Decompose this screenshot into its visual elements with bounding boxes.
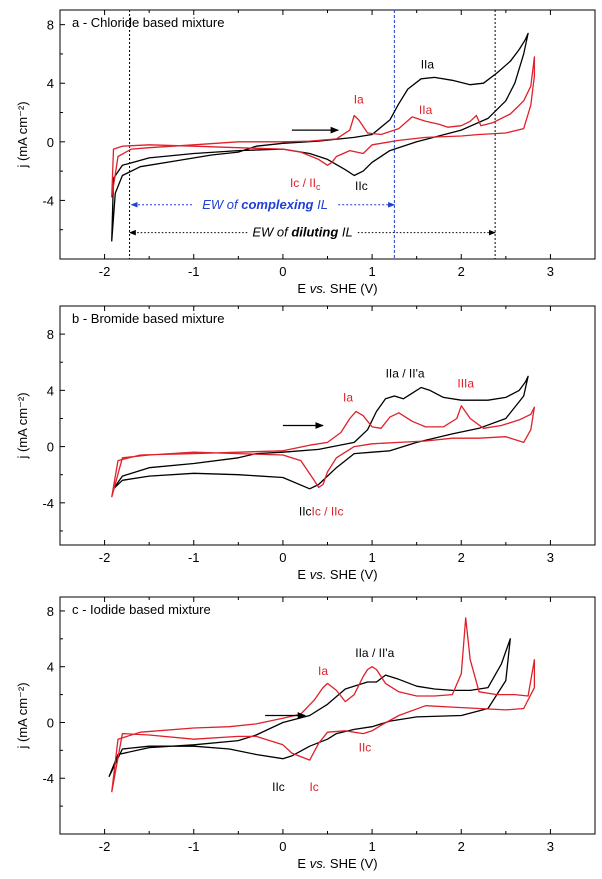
- x-tick-label: 1: [368, 264, 375, 279]
- panel-title: b - Bromide based mixture: [72, 311, 224, 326]
- y-tick-label: -4: [42, 193, 54, 208]
- x-tick-label: 2: [458, 550, 465, 565]
- peak-label: IIIa: [457, 377, 474, 391]
- peak-label: IIc: [355, 179, 368, 193]
- peak-label: Ia: [354, 93, 364, 107]
- y-tick-label: 8: [47, 604, 54, 619]
- cv-curve-red: [111, 617, 536, 793]
- y-tick-label: 0: [47, 715, 54, 730]
- chart-panel-1: -2 -1 0 1 2 3 -4 0 4 8 a - Chloride based mixture E…: [15, 9, 596, 296]
- chart-panel-3: -2 -1 0 1 2 3 -4 0 4 8 c - Iodide based mixture E v…: [15, 596, 596, 871]
- y-tick-label: 4: [47, 660, 54, 675]
- peak-label: IIa: [419, 103, 433, 117]
- cv-curve-red: [111, 405, 536, 498]
- peak-label: IIa: [421, 58, 435, 72]
- y-tick-label: -4: [42, 771, 54, 786]
- peak-label: Ic / IIc: [290, 176, 321, 192]
- plot-frame: [59, 9, 596, 260]
- y-axis-label: j (mA cm⁻²): [15, 682, 30, 749]
- y-tick-label: 0: [47, 440, 54, 455]
- x-tick-label: -1: [188, 264, 200, 279]
- panel-title: a - Chloride based mixture: [72, 15, 224, 30]
- x-tick-label: -1: [188, 839, 200, 854]
- peak-label: Ia: [318, 664, 328, 678]
- peak-label: Ic: [309, 780, 318, 794]
- x-axis-label: E vs. SHE (V): [297, 856, 377, 871]
- x-tick-label: 0: [279, 839, 286, 854]
- x-tick-label: -1: [188, 550, 200, 565]
- y-axis-label: j (mA cm⁻²): [15, 392, 30, 459]
- window-label: EW of complexing IL: [202, 197, 328, 212]
- peak-label: IIc: [272, 780, 285, 794]
- cv-curve-black: [108, 638, 511, 778]
- x-tick-label: -2: [99, 550, 111, 565]
- window-label: EW of diluting IL: [252, 225, 352, 240]
- y-tick-label: 4: [47, 76, 54, 91]
- x-tick-label: 3: [547, 550, 554, 565]
- peak-label: Ia: [343, 391, 353, 405]
- peak-label: IIc: [359, 741, 372, 755]
- x-axis-label: E vs. SHE (V): [297, 281, 377, 296]
- y-tick-label: 0: [47, 135, 54, 150]
- y-axis-label: j (mA cm⁻²): [15, 101, 30, 168]
- plot-frame: [59, 596, 596, 835]
- x-tick-label: 2: [458, 264, 465, 279]
- y-tick-label: 8: [47, 327, 54, 342]
- cv-curve-red: [111, 56, 536, 198]
- y-tick-label: 8: [47, 18, 54, 33]
- panel-title: c - Iodide based mixture: [72, 602, 211, 617]
- y-tick-label: -4: [42, 496, 54, 511]
- x-tick-label: 3: [547, 839, 554, 854]
- x-tick-label: 1: [368, 839, 375, 854]
- peak-label: IIa / II'a: [386, 367, 425, 381]
- cv-curve-black: [111, 32, 529, 242]
- x-tick-label: 0: [279, 264, 286, 279]
- peak-label: IIc: [299, 504, 312, 518]
- x-tick-label: 1: [368, 550, 375, 565]
- x-tick-label: -2: [99, 839, 111, 854]
- y-tick-label: 4: [47, 383, 54, 398]
- x-tick-label: 0: [279, 550, 286, 565]
- cv-curve-black: [112, 375, 529, 490]
- x-axis-label: E vs. SHE (V): [297, 567, 377, 582]
- x-tick-label: 2: [458, 839, 465, 854]
- chart-panel-2: -2 -1 0 1 2 3 -4 0 4 8 b - Bromide based mixture E …: [15, 305, 596, 582]
- x-tick-label: -2: [99, 264, 111, 279]
- peak-label: IIa / II'a: [355, 646, 394, 660]
- peak-label: Ic / IIc: [311, 504, 343, 518]
- x-tick-label: 3: [547, 264, 554, 279]
